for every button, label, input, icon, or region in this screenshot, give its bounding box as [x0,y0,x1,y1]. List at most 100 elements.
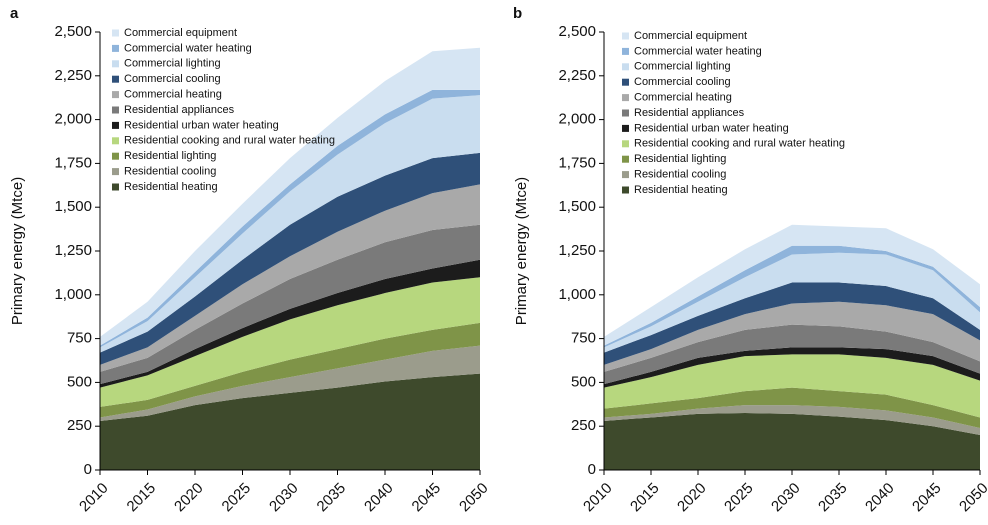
area [100,322,480,418]
area [100,47,480,346]
y-tick-label: 250 [67,417,92,434]
legend-label: Residential cooking and rural water heat… [634,138,845,150]
legend-swatch [112,29,119,37]
y-tick-label: 0 [84,461,92,478]
legend-swatch [622,63,629,71]
legend-label: Commercial lighting [124,58,221,70]
y-tick-label: 2,500 [558,23,596,40]
legend-label: Commercial equipment [124,27,237,39]
legend-swatch [622,47,629,55]
legend-label: Commercial cooling [634,76,731,88]
panel-label: b [513,5,522,22]
x-tick-label: 2040 [862,480,898,516]
y-tick-label: 1,750 [558,154,596,171]
x-tick-label: 2025 [721,480,757,516]
legend-label: Residential heating [124,181,218,193]
y-tick-label: 0 [588,461,596,478]
y-tick-label: 2,000 [558,111,596,128]
area [604,282,980,365]
x-tick-label: 2010 [580,480,616,516]
y-tick-label: 1,500 [54,198,92,215]
x-tick-label: 2045 [409,480,445,516]
y-tick-label: 2,250 [54,67,92,84]
legend-swatch [112,60,119,68]
legend-swatch [622,140,629,148]
x-tick-label: 2050 [956,480,988,516]
y-tick-label: 250 [571,417,596,434]
legend-swatch [112,152,119,160]
x-tick-label: 2035 [815,480,851,516]
y-tick-label: 1,250 [54,242,92,259]
y-axis-label: Primary energy (Mtce) [513,177,530,325]
panel-label: a [10,5,19,22]
y-axis-label: Primary energy (Mtce) [9,177,26,325]
legend-label: Commercial equipment [634,30,747,42]
x-tick-label: 2040 [361,480,397,516]
legend-swatch [112,183,119,191]
y-tick-label: 2,000 [54,111,92,128]
legend-label: Residential lighting [634,153,726,165]
x-tick-label: 2015 [124,480,160,516]
legend-label: Residential appliances [634,107,745,119]
x-tick-label: 2010 [76,480,112,516]
x-tick-label: 2030 [266,480,302,516]
area [604,354,980,418]
x-tick-label: 2015 [627,480,663,516]
x-tick-label: 2030 [768,480,804,516]
legend-label: Commercial lighting [634,61,731,73]
area [604,301,980,372]
area [100,224,480,385]
legend-swatch [112,121,119,129]
legend-label: Residential heating [634,184,728,196]
area [100,259,480,388]
x-tick-label: 2035 [314,480,350,516]
area [604,387,980,428]
legend-swatch [112,75,119,83]
legend-label: Commercial water heating [634,45,762,57]
y-tick-label: 500 [67,373,92,390]
area [604,347,980,388]
legend-label: Residential urban water heating [124,119,279,131]
x-tick-label: 2050 [456,480,492,516]
x-tick-label: 2045 [909,480,945,516]
y-tick-label: 750 [67,330,92,347]
legend-swatch [622,32,629,40]
legend-swatch [622,171,629,179]
y-tick-label: 1,500 [558,198,596,215]
legend-swatch [622,124,629,132]
legend-swatch [622,94,629,102]
y-tick-label: 2,250 [558,67,596,84]
legend-label: Residential cooling [124,166,216,178]
legend-swatch [112,137,119,145]
y-tick-label: 500 [571,373,596,390]
y-tick-label: 750 [571,330,596,347]
y-tick-label: 2,500 [54,23,92,40]
y-tick-label: 1,000 [558,286,596,303]
area [100,152,480,365]
legend-label: Commercial cooling [124,73,221,85]
y-tick-label: 1,750 [54,154,92,171]
legend-label: Residential appliances [124,104,235,116]
area [100,277,480,407]
legend-label: Commercial heating [124,89,222,101]
area [604,324,980,385]
legend-label: Residential lighting [124,150,216,162]
legend-swatch [622,109,629,117]
area [100,373,480,470]
area [604,405,980,435]
area [100,184,480,372]
y-tick-label: 1,250 [558,242,596,259]
legend-label: Residential urban water heating [634,122,789,134]
area [100,95,480,353]
legend-swatch [622,186,629,194]
area [604,252,980,353]
legend-swatch [112,44,119,52]
legend-swatch [112,91,119,99]
legend-label: Residential cooling [634,169,726,181]
area [604,413,980,470]
legend-label: Commercial heating [634,92,732,104]
legend-swatch [112,168,119,176]
legend-swatch [622,155,629,163]
area [100,345,480,421]
